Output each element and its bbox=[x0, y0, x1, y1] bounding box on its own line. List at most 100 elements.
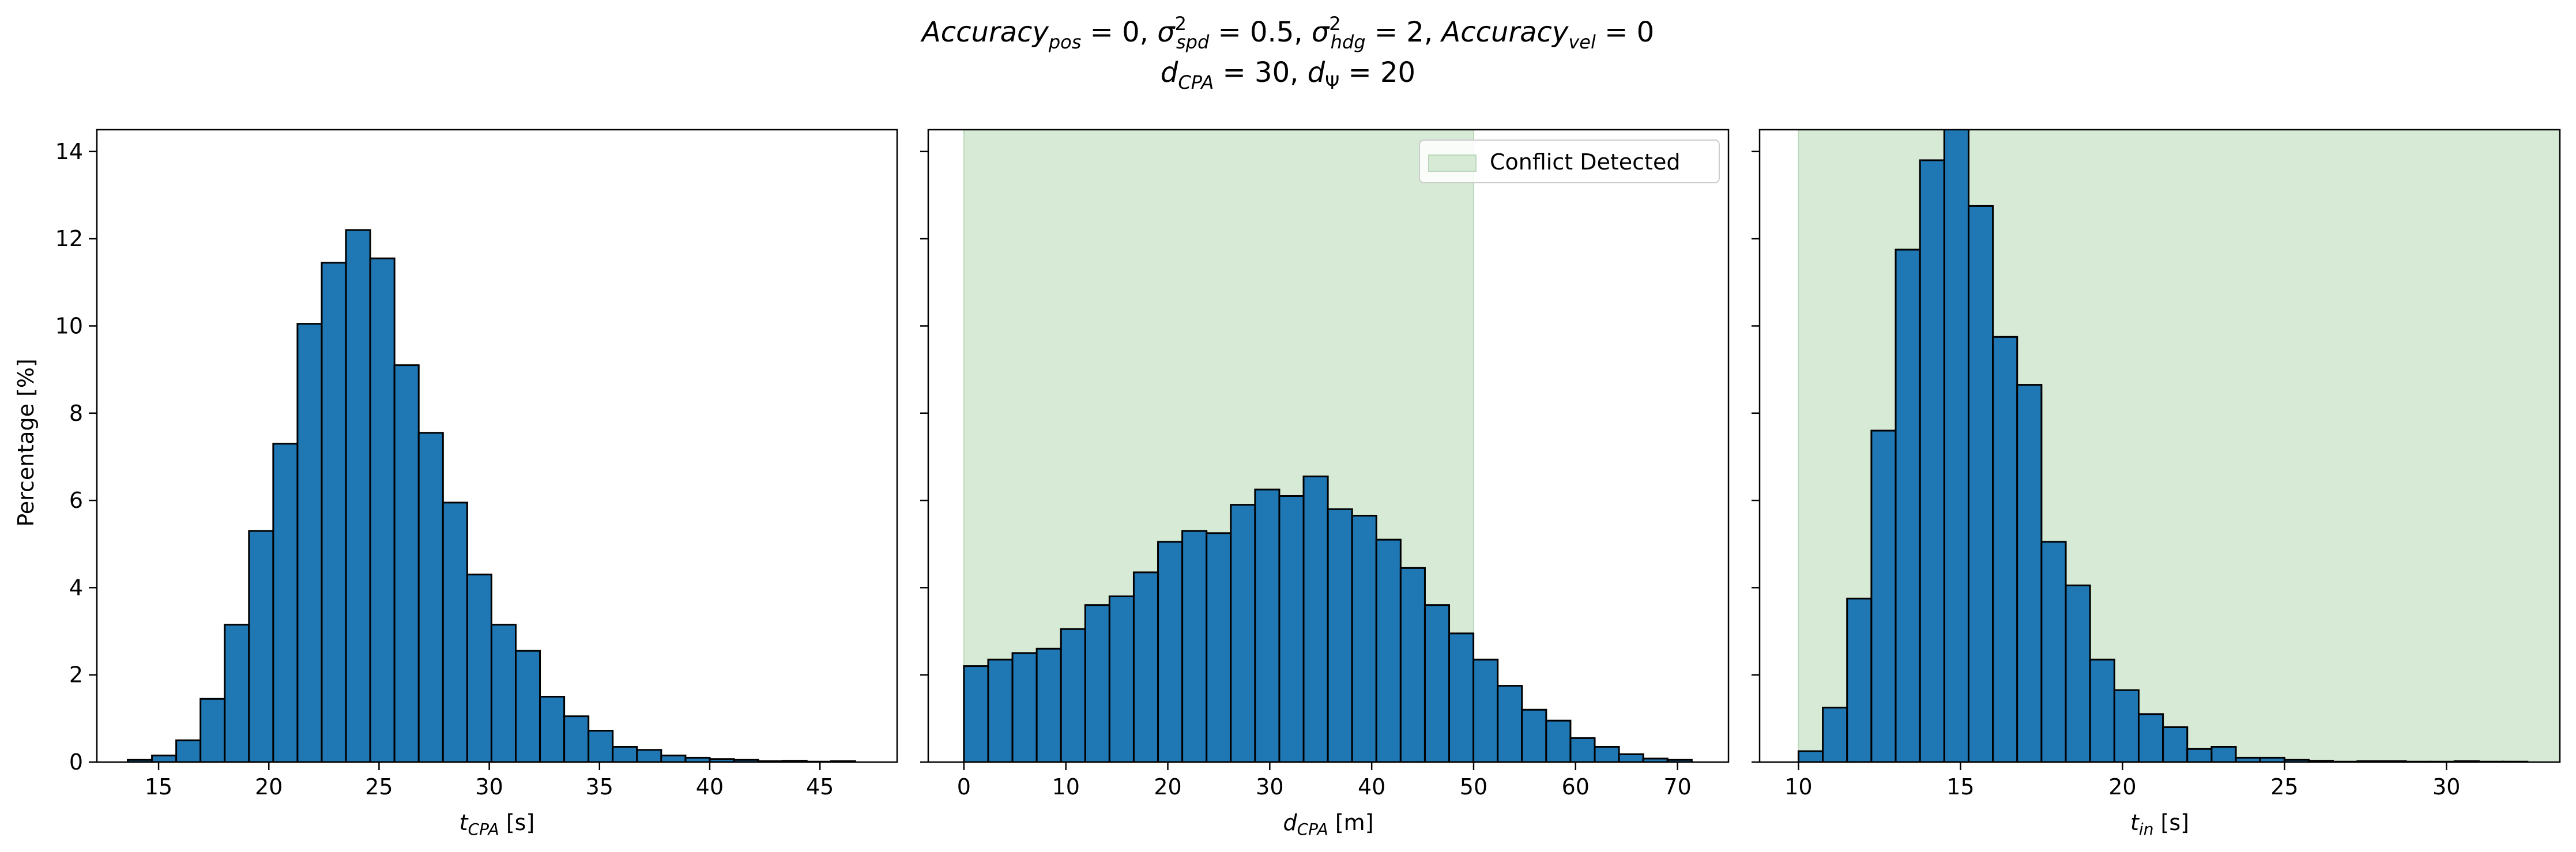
histogram-bar bbox=[2186, 748, 2213, 762]
histogram-bar bbox=[1351, 515, 1377, 762]
histogram-bar bbox=[660, 755, 687, 762]
histogram-bar bbox=[1822, 706, 1848, 762]
histogram-bar bbox=[1846, 597, 1873, 762]
histogram-bar bbox=[296, 323, 323, 762]
histogram-bar bbox=[1423, 604, 1451, 762]
histogram-bar bbox=[2113, 689, 2140, 762]
histogram-bar bbox=[151, 755, 178, 762]
histogram-bar bbox=[417, 432, 444, 762]
axes-frame bbox=[1758, 129, 2561, 763]
x-tick-label: 20 bbox=[255, 774, 283, 800]
figure-title-line-1: Accuracypos = 0, σ2 spd = 0.5, σ2 hdg = 2,… bbox=[920, 13, 1654, 53]
histogram-bar bbox=[224, 624, 250, 762]
histogram-bar bbox=[1302, 475, 1329, 762]
legend-box bbox=[1419, 140, 1720, 183]
histogram-bar bbox=[1035, 647, 1062, 762]
histogram-bar bbox=[1967, 205, 1994, 762]
histogram-bar bbox=[1797, 750, 1824, 762]
histogram-bar bbox=[175, 739, 202, 762]
histogram-bar bbox=[1375, 538, 1402, 762]
histogram-bar bbox=[1594, 746, 1620, 762]
histogram-bar bbox=[1011, 652, 1038, 762]
axes-frame bbox=[96, 129, 898, 763]
histogram-bar bbox=[612, 746, 638, 762]
histogram-bar bbox=[466, 574, 492, 762]
histogram-bar bbox=[1327, 508, 1353, 762]
legend-label: Conflict Detected bbox=[1490, 149, 1680, 175]
histogram-bar bbox=[1943, 130, 1969, 762]
histogram-bar bbox=[1206, 532, 1232, 762]
histogram-bar bbox=[1448, 632, 1475, 762]
x-tick-label: 50 bbox=[1460, 774, 1487, 800]
histogram-bar bbox=[1992, 335, 2018, 762]
histogram-bar bbox=[345, 229, 371, 762]
histogram-bar bbox=[442, 502, 468, 762]
histogram-bar bbox=[1399, 567, 1426, 762]
x-tick-label: 35 bbox=[586, 774, 613, 800]
x-tick-label: 15 bbox=[1946, 774, 1974, 800]
y-tick-label: 0 bbox=[69, 749, 83, 775]
plot-area bbox=[127, 229, 856, 762]
x-tick-label: 30 bbox=[1256, 774, 1283, 800]
histogram-bar bbox=[1157, 541, 1184, 762]
histogram-bar bbox=[393, 364, 420, 762]
histogram-bar bbox=[515, 650, 541, 762]
histogram-bar bbox=[2210, 746, 2237, 762]
histogram-bar bbox=[1181, 530, 1208, 762]
x-tick-label: 40 bbox=[1358, 774, 1385, 800]
y-tick-label: 10 bbox=[55, 313, 83, 338]
histogram-bar bbox=[1870, 429, 1897, 762]
histogram-bar bbox=[2162, 726, 2189, 762]
histogram-bar bbox=[1278, 495, 1305, 762]
histogram-bar bbox=[1895, 248, 1921, 762]
histogram-bar bbox=[1569, 737, 1596, 762]
x-axis-label-dcpa: dCPA [m] bbox=[1283, 810, 1373, 839]
histogram-bar bbox=[1666, 759, 1693, 762]
x-tick-label: 0 bbox=[957, 774, 971, 800]
legend-swatch bbox=[1428, 154, 1477, 172]
histogram-bar bbox=[490, 624, 517, 762]
x-tick-label: 20 bbox=[1154, 774, 1181, 800]
histogram-bar bbox=[199, 698, 226, 762]
histogram-bar bbox=[539, 696, 566, 762]
histogram-bar bbox=[2089, 658, 2115, 762]
x-tick-label: 70 bbox=[1663, 774, 1691, 800]
axes-frame bbox=[927, 129, 1730, 763]
x-tick-label: 10 bbox=[1052, 774, 1080, 800]
x-tick-label: 15 bbox=[145, 774, 172, 800]
histogram-bar bbox=[2040, 541, 2067, 762]
x-tick-label: 30 bbox=[475, 774, 503, 800]
histogram-bar bbox=[248, 530, 274, 762]
y-tick-label: 12 bbox=[55, 226, 83, 251]
x-tick-label: 20 bbox=[2108, 774, 2136, 800]
y-tick-label: 14 bbox=[55, 139, 83, 164]
histogram-bar bbox=[636, 749, 662, 762]
histogram-bar bbox=[2016, 384, 2043, 762]
histogram-bar bbox=[1254, 488, 1281, 762]
histogram-bar bbox=[321, 262, 347, 762]
x-tick-label: 45 bbox=[806, 774, 834, 800]
x-axis-label-tcpa: tCPA [s] bbox=[460, 810, 535, 839]
panel-tcpa: 15 20 25 30 35 40 45 0 2 4 6 8 10 12 14 bbox=[55, 129, 898, 800]
x-tick-label: 25 bbox=[365, 774, 393, 800]
histogram-bar bbox=[1060, 628, 1086, 762]
histogram-bar bbox=[1084, 604, 1110, 762]
histogram-bar bbox=[1472, 658, 1499, 762]
histogram-bar bbox=[1132, 571, 1159, 762]
y-tick-label: 8 bbox=[69, 401, 83, 426]
histogram-bar bbox=[1108, 595, 1135, 762]
histogram-bar bbox=[563, 715, 590, 762]
histogram-bar bbox=[1230, 504, 1256, 762]
x-tick-label: 10 bbox=[1784, 774, 1812, 800]
histogram-bar bbox=[1545, 719, 1572, 762]
histogram-bar bbox=[1919, 159, 1945, 762]
plot-area bbox=[1797, 130, 2560, 762]
x-tick-label: 30 bbox=[2432, 774, 2460, 800]
histogram-bar bbox=[2137, 713, 2164, 762]
histogram-bar bbox=[1497, 685, 1523, 762]
histogram-bar bbox=[2065, 585, 2091, 762]
plot-area bbox=[963, 130, 1693, 762]
histogram-bar bbox=[587, 730, 614, 762]
histogram-bar bbox=[963, 665, 989, 762]
histogram-bar bbox=[369, 257, 396, 762]
